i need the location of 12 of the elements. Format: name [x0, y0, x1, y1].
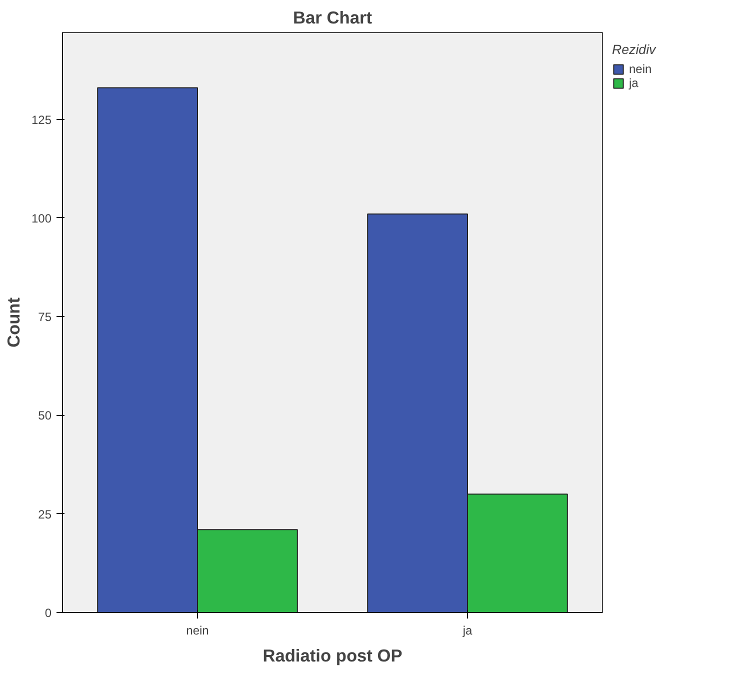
y-tick-label: 100: [31, 211, 52, 226]
y-axis-title: Count: [3, 297, 24, 348]
y-tick-label: 50: [38, 408, 52, 423]
legend-label: ja: [629, 76, 640, 90]
y-tick-label: 25: [38, 507, 52, 522]
chart-title: Bar Chart: [293, 8, 372, 28]
x-axis-title: Radiatio post OP: [262, 646, 402, 666]
y-tick-label: 75: [38, 310, 52, 324]
y-tick-label: 0: [44, 606, 52, 620]
legend-title: Rezidiv: [612, 42, 656, 57]
y-tick-label: 125: [31, 112, 52, 127]
legend-label: nein: [629, 62, 652, 76]
